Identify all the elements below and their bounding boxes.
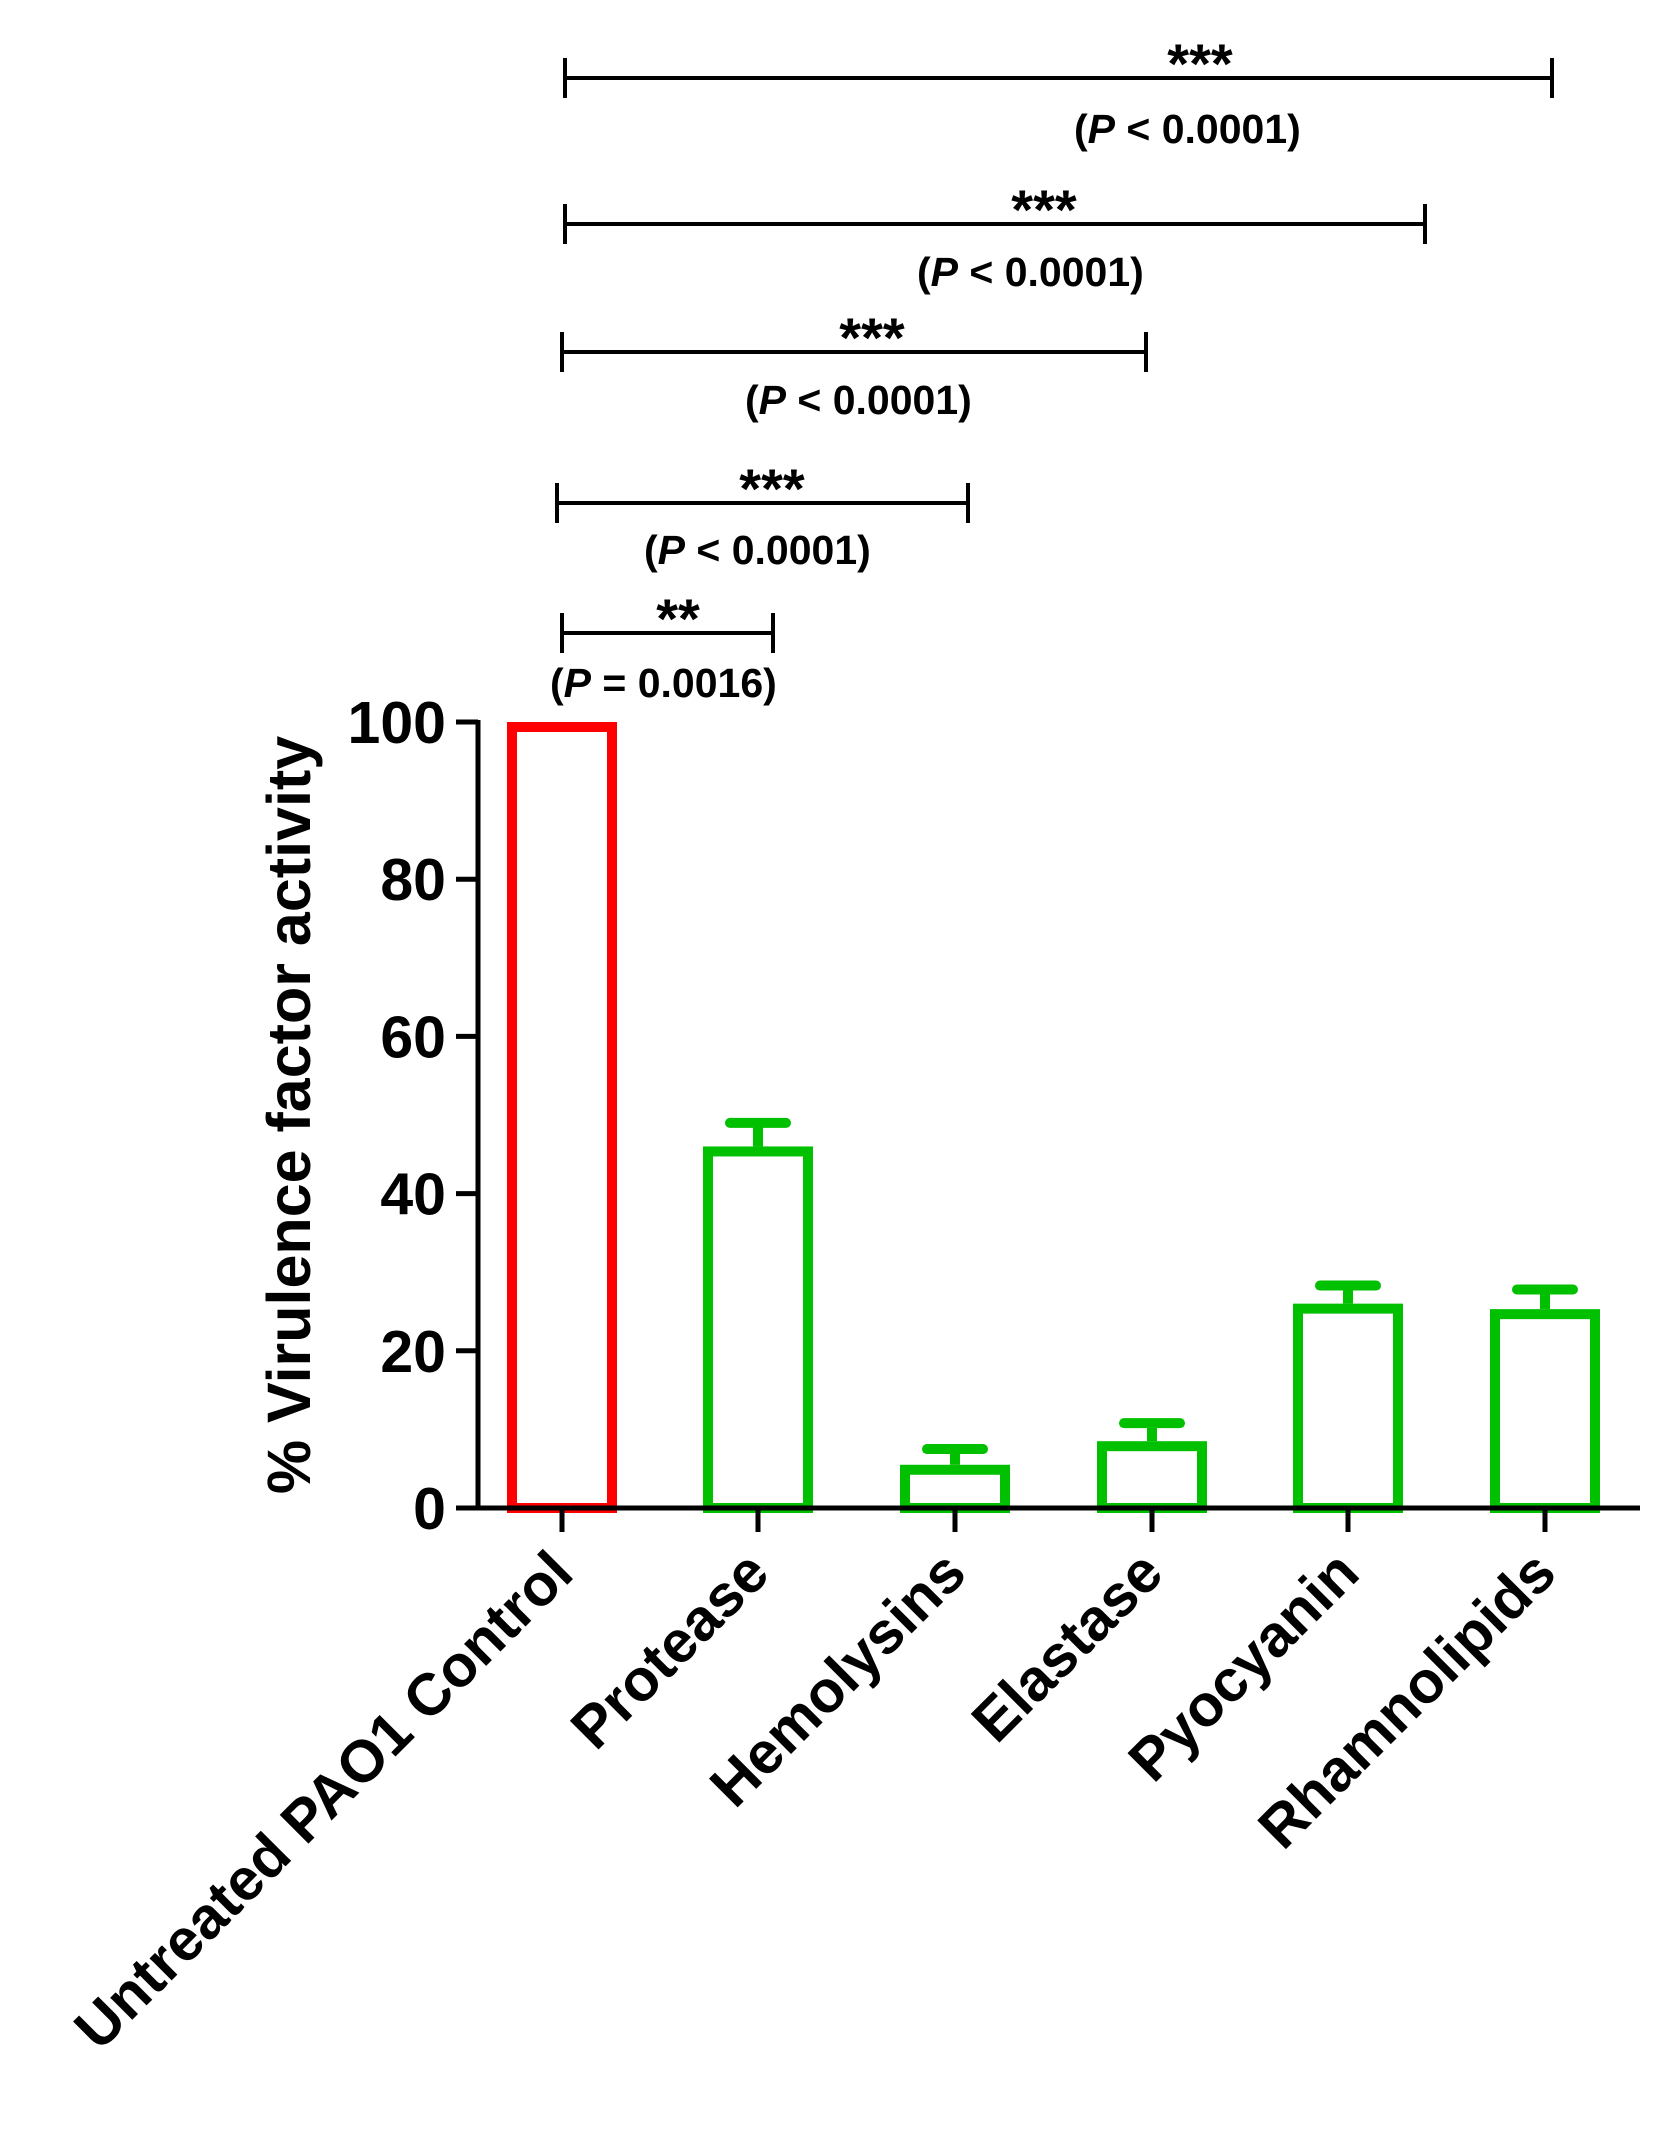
bar-pyocyanin <box>1293 1303 1403 1514</box>
significance-stars: ** <box>656 587 700 650</box>
bar-untreated-pao1-control <box>507 722 617 1513</box>
y-tick-label: 20 <box>380 1319 446 1385</box>
significance-stars: *** <box>839 306 905 369</box>
y-tick-label: 40 <box>380 1162 446 1228</box>
p-value-label: (P < 0.0001) <box>917 249 1144 295</box>
x-axis <box>476 1505 1640 1532</box>
significance-stars: *** <box>1167 32 1233 95</box>
bars <box>507 722 1600 1514</box>
y-tick-label: 80 <box>380 847 446 913</box>
bar-hemolysins <box>900 1464 1010 1514</box>
p-value-label: (P < 0.0001) <box>1074 106 1301 152</box>
y-tick-label: 100 <box>348 690 446 756</box>
bar-rhamnolipids <box>1490 1309 1600 1513</box>
p-value-label: (P < 0.0001) <box>745 377 972 423</box>
bar-protease <box>703 1146 813 1513</box>
y-tick-label: 0 <box>413 1476 446 1542</box>
p-value-label: (P < 0.0001) <box>644 527 871 573</box>
bar-elastase <box>1097 1441 1207 1513</box>
y-axis: 0 20 40 60 80 100 <box>348 690 481 1542</box>
y-tick-label: 60 <box>380 1004 446 1070</box>
p-value-label: (P = 0.0016) <box>550 660 777 706</box>
significance-annotations: ** (P = 0.0016) *** (P < 0.0001) *** (P < 0.0… <box>550 32 1554 706</box>
category-labels: Untreated PAO1 ControlProteaseHemolysins… <box>62 1539 1568 2062</box>
significance-stars: *** <box>1011 178 1077 241</box>
y-axis-label: % Virulence factor activity <box>255 736 323 1494</box>
category-label: Untreated PAO1 Control <box>62 1539 585 2062</box>
significance-stars: *** <box>739 457 805 520</box>
